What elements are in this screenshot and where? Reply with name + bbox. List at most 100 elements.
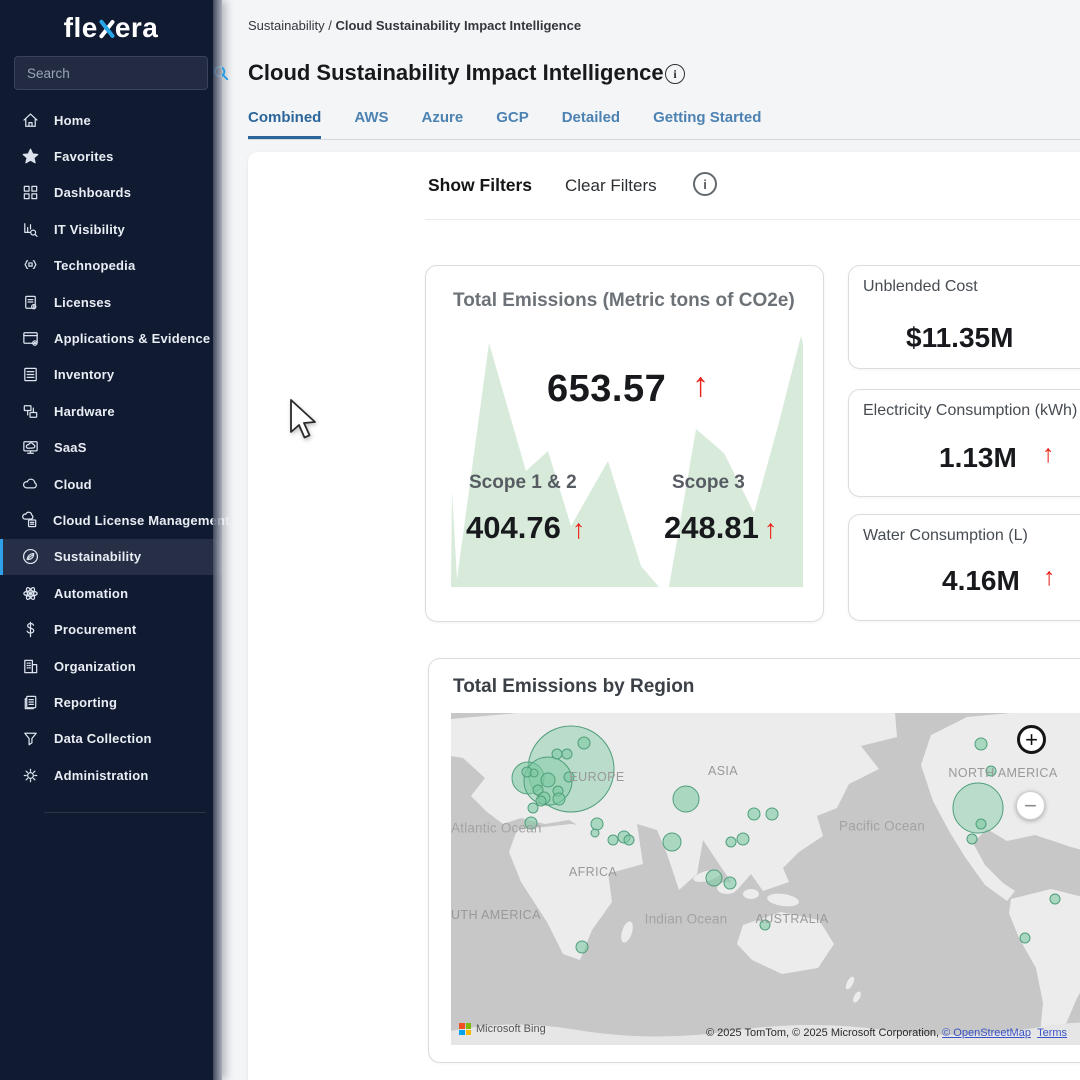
mouse-cursor (288, 398, 328, 444)
emission-bubble[interactable] (541, 773, 555, 787)
openstreetmap-link[interactable]: © OpenStreetMap (942, 1027, 1031, 1039)
data-collection-icon (20, 729, 40, 749)
emission-bubble[interactable] (553, 793, 565, 805)
sidebar-item-automation[interactable]: Automation (0, 575, 222, 611)
electricity-value: 1.13M (939, 442, 1017, 474)
cloud-icon (20, 474, 40, 494)
sidebar-item-procurement[interactable]: Procurement (0, 611, 222, 647)
trend-up-icon: ↑ (572, 514, 586, 545)
tab-azure[interactable]: Azure (422, 110, 464, 139)
trend-up-icon: ↑ (1042, 440, 1055, 469)
reporting-icon (20, 692, 40, 712)
dashboards-icon (20, 183, 40, 203)
map-zoom-in-button[interactable]: + (1017, 725, 1046, 754)
emission-bubble[interactable] (530, 769, 538, 777)
emission-bubble[interactable] (748, 808, 760, 820)
emission-bubble[interactable] (591, 829, 599, 837)
emission-bubble[interactable] (528, 803, 538, 813)
sidebar-item-label: Administration (54, 768, 149, 783)
emission-bubble[interactable] (766, 808, 778, 820)
map-label-uth-america: UTH AMERICA (451, 908, 541, 922)
sidebar-item-saas[interactable]: SaaS (0, 430, 222, 466)
tab-detailed[interactable]: Detailed (562, 110, 620, 139)
sidebar-item-favorites[interactable]: Favorites (0, 138, 222, 174)
map-label-europe: EUROPE (569, 770, 624, 784)
emission-bubble[interactable] (576, 941, 588, 953)
emission-bubble[interactable] (591, 818, 603, 830)
map-label-australia: AUSTRALIA (755, 912, 828, 926)
emission-bubble[interactable] (706, 870, 722, 886)
clear-filters-button[interactable]: Clear Filters (565, 176, 657, 196)
map-label-pacific-ocean: Pacific Ocean (839, 819, 925, 834)
sidebar-item-it-visibility[interactable]: IT Visibility (0, 211, 222, 247)
terms-link[interactable]: Terms (1037, 1027, 1067, 1039)
map-label-indian-ocean: Indian Ocean (645, 912, 728, 927)
sidebar-item-label: SaaS (54, 440, 87, 455)
scope12-value: 404.76 (466, 510, 561, 546)
inventory-icon (20, 365, 40, 385)
show-filters-button[interactable]: Show Filters (428, 175, 532, 196)
sidebar-item-label: Automation (54, 586, 128, 601)
map-zoom-out-button[interactable]: − (1016, 791, 1045, 820)
emission-bubble[interactable] (724, 877, 736, 889)
sidebar-item-label: Licenses (54, 295, 111, 310)
breadcrumb-parent[interactable]: Sustainability (248, 18, 325, 33)
unblended-cost-card: Unblended Cost $11.35M (848, 265, 1080, 369)
map-attribution: © 2025 TomTom, © 2025 Microsoft Corporat… (706, 1027, 1067, 1039)
breadcrumb-current: Cloud Sustainability Impact Intelligence (335, 18, 581, 33)
sidebar-item-dashboards[interactable]: Dashboards (0, 175, 222, 211)
emission-bubble[interactable] (552, 749, 562, 759)
sidebar-item-licenses[interactable]: Licenses (0, 284, 222, 320)
emissions-map-card: Total Emissions by Region (428, 658, 1080, 1063)
search-input[interactable] (15, 66, 212, 81)
tab-gcp[interactable]: GCP (496, 110, 529, 139)
sidebar-item-cloud-license-management[interactable]: Cloud License Management (0, 502, 222, 538)
sidebar-item-sustainability[interactable]: Sustainability (0, 539, 222, 575)
emission-bubble[interactable] (624, 835, 634, 845)
sidebar-item-home[interactable]: Home (0, 102, 222, 138)
emission-bubble[interactable] (578, 737, 590, 749)
breadcrumb[interactable]: Sustainability / Cloud Sustainability Im… (248, 18, 581, 33)
emission-bubble[interactable] (976, 819, 986, 829)
sidebar-item-reporting[interactable]: Reporting (0, 684, 222, 720)
sidebar-item-cloud[interactable]: Cloud (0, 466, 222, 502)
sidebar-item-applications-evidence[interactable]: Applications & Evidence (0, 320, 222, 356)
sidebar-item-label: Cloud License Management (53, 513, 230, 528)
emission-bubble[interactable] (967, 834, 977, 844)
scope3-value: 248.81 (664, 510, 759, 546)
emission-bubble[interactable] (673, 786, 699, 812)
map-label-north-america: NORTH AMERICA (948, 766, 1057, 780)
emission-bubble[interactable] (663, 833, 681, 851)
sidebar-item-data-collection[interactable]: Data Collection (0, 721, 222, 757)
sidebar-item-label: Hardware (54, 404, 115, 419)
emission-bubble[interactable] (737, 833, 749, 845)
hardware-icon (20, 401, 40, 421)
sidebar-item-organization[interactable]: Organization (0, 648, 222, 684)
trend-up-icon: ↑ (764, 514, 778, 545)
tab-combined[interactable]: Combined (248, 110, 321, 139)
water-title: Water Consumption (L) (863, 527, 1028, 545)
tab-bar: Combined AWS Azure GCP Detailed Getting Start… (248, 110, 761, 139)
sidebar-item-inventory[interactable]: Inventory (0, 357, 222, 393)
filter-info-icon[interactable]: i (693, 172, 717, 196)
emission-bubble[interactable] (608, 835, 618, 845)
emission-bubble[interactable] (975, 738, 987, 750)
emission-bubble[interactable] (562, 749, 572, 759)
tab-getting-started[interactable]: Getting Started (653, 110, 761, 139)
sidebar-item-label: Inventory (54, 367, 114, 382)
sidebar: fleera HomeFavoritesDashboardsIT Visibil… (0, 0, 222, 1080)
tab-aws[interactable]: AWS (354, 110, 388, 139)
sidebar-item-technopedia[interactable]: Technopedia (0, 248, 222, 284)
world-map[interactable]: EUROPEASIAAFRICANORTH AMERICAUTH AMERICA… (451, 713, 1080, 1045)
emission-bubble[interactable] (1020, 933, 1030, 943)
logo-x (98, 19, 115, 39)
emission-bubble[interactable] (536, 796, 546, 806)
emission-bubble[interactable] (726, 837, 736, 847)
sidebar-item-label: Dashboards (54, 185, 131, 200)
title-info-icon[interactable]: i (665, 64, 685, 84)
sidebar-scrollbar[interactable] (213, 0, 222, 1080)
total-emissions-value: 653.57 (547, 368, 666, 411)
emission-bubble[interactable] (1050, 894, 1060, 904)
sidebar-item-administration[interactable]: Administration (0, 757, 222, 793)
sidebar-item-hardware[interactable]: Hardware (0, 393, 222, 429)
